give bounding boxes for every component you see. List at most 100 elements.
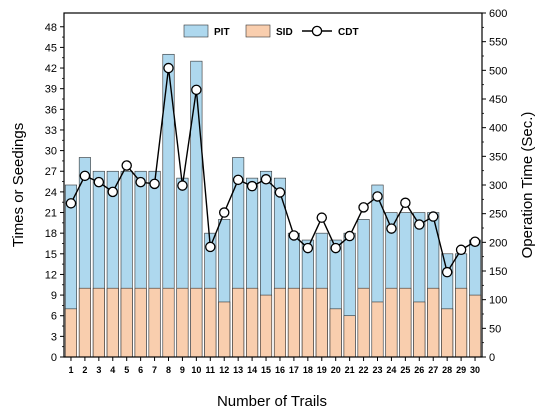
y-right-axis-title: Operation Time (Sec.) — [519, 112, 536, 259]
cdt-point-10 — [191, 84, 202, 96]
bar-sid-20 — [329, 308, 342, 358]
x-tick-label: 25 — [400, 365, 410, 375]
legend-pit-swatch — [183, 24, 209, 38]
y-left-tick-label: 3 — [51, 331, 57, 343]
y-left-tick-label: 33 — [45, 125, 57, 137]
y-right-tick-label: 350 — [489, 151, 507, 163]
x-tick-label: 18 — [303, 365, 313, 375]
x-tick-label: 15 — [261, 365, 271, 375]
cdt-point-14 — [246, 180, 258, 192]
cdt-point-2 — [79, 170, 91, 182]
cdt-point-7 — [149, 178, 160, 190]
x-tick-label: 24 — [386, 365, 396, 375]
x-tick-label: 17 — [289, 365, 299, 375]
cdt-point-29 — [455, 244, 467, 256]
legend-sid-label: SID — [276, 27, 293, 38]
x-tick-label: 30 — [470, 365, 480, 375]
legend: PIT SID CDT — [183, 24, 359, 38]
bar-sid-25 — [399, 287, 412, 358]
y-right-tick-label: 550 — [489, 37, 507, 49]
cdt-point-23 — [372, 191, 383, 202]
x-tick-label: 23 — [372, 365, 382, 375]
x-tick-label: 6 — [138, 365, 143, 375]
x-tick-label: 16 — [275, 365, 285, 375]
y-left-tick-label: 0 — [51, 352, 57, 364]
x-tick-label: 10 — [191, 365, 201, 375]
bar-sid-15 — [260, 294, 273, 358]
bar-sid-1 — [64, 308, 77, 358]
y-right-tick-label: 450 — [489, 94, 507, 106]
x-tick-label: 4 — [110, 365, 115, 375]
cdt-point-4 — [107, 186, 119, 198]
y-right-tick-label: 600 — [489, 8, 507, 20]
x-tick-label: 20 — [331, 365, 341, 375]
x-tick-label: 29 — [456, 365, 466, 375]
bar-sid-13 — [232, 287, 245, 358]
bar-sid-27 — [427, 287, 440, 358]
y-left-tick-label: 15 — [45, 249, 57, 261]
cdt-point-25 — [400, 197, 411, 209]
cdt-point-6 — [135, 176, 146, 188]
y-left-tick-label: 45 — [45, 42, 57, 54]
y-left-tick-label: 9 — [51, 290, 57, 302]
y-right-tick-label: 0 — [489, 352, 495, 364]
bar-sid-11 — [204, 287, 217, 358]
cdt-line-layer — [65, 62, 481, 278]
cdt-point-8 — [163, 62, 174, 74]
y-left-tick-label: 36 — [45, 104, 57, 116]
cdt-point-20 — [330, 242, 341, 254]
y-left-tick-label: 21 — [45, 208, 57, 220]
y-left-tick-label: 6 — [51, 311, 57, 323]
y-left-tick-label: 42 — [45, 63, 57, 75]
axes-layer: 0369121518212427303336394245480501001502… — [45, 8, 508, 375]
bar-sid-19 — [315, 287, 328, 358]
x-tick-label: 8 — [166, 365, 171, 375]
y-right-tick-label: 500 — [489, 65, 507, 77]
bar-sid-16 — [273, 287, 286, 358]
x-tick-label: 7 — [152, 365, 157, 375]
x-tick-label: 28 — [442, 365, 452, 375]
x-tick-label: 1 — [68, 365, 73, 375]
cdt-point-12 — [218, 207, 230, 218]
y-right-tick-label: 200 — [489, 237, 507, 249]
cdt-point-22 — [358, 202, 369, 213]
cdt-point-18 — [302, 242, 314, 254]
x-tick-label: 12 — [219, 365, 229, 375]
bar-sid-12 — [218, 301, 231, 358]
bar-sid-2 — [78, 287, 91, 358]
x-tick-label: 11 — [206, 365, 216, 375]
cdt-point-3 — [93, 176, 105, 188]
cdt-point-28 — [441, 266, 453, 278]
y-left-tick-label: 48 — [45, 22, 57, 34]
bar-sid-9 — [176, 287, 189, 358]
y-right-tick-label: 100 — [489, 295, 507, 307]
bar-sid-4 — [106, 287, 119, 358]
bar-sid-14 — [246, 287, 259, 358]
cdt-point-9 — [177, 180, 188, 191]
y-left-tick-label: 18 — [45, 228, 57, 240]
x-tick-label: 2 — [82, 365, 87, 375]
x-axis-title: Number of Trails — [217, 393, 327, 410]
bar-sid-3 — [92, 287, 105, 358]
bar-sid-28 — [441, 308, 454, 358]
bar-sid-5 — [120, 287, 133, 358]
y-right-tick-label: 150 — [489, 266, 507, 278]
bar-sid-23 — [371, 301, 384, 358]
cdt-point-19 — [316, 212, 328, 223]
cdt-point-21 — [344, 230, 355, 242]
x-tick-label: 14 — [247, 365, 257, 375]
cdt-point-5 — [121, 160, 132, 171]
x-tick-label: 9 — [180, 365, 185, 375]
cdt-point-15 — [260, 174, 272, 185]
x-tick-label: 13 — [233, 365, 243, 375]
legend-cdt-marker — [311, 25, 323, 37]
bar-sid-29 — [455, 287, 468, 358]
cdt-point-30 — [469, 236, 481, 248]
legend-pit-label: PIT — [214, 27, 230, 38]
y-left-tick-label: 39 — [45, 84, 57, 96]
cdt-point-13 — [232, 174, 244, 186]
cdt-point-16 — [274, 187, 286, 198]
x-tick-label: 21 — [345, 365, 355, 375]
bar-sid-22 — [357, 287, 370, 358]
